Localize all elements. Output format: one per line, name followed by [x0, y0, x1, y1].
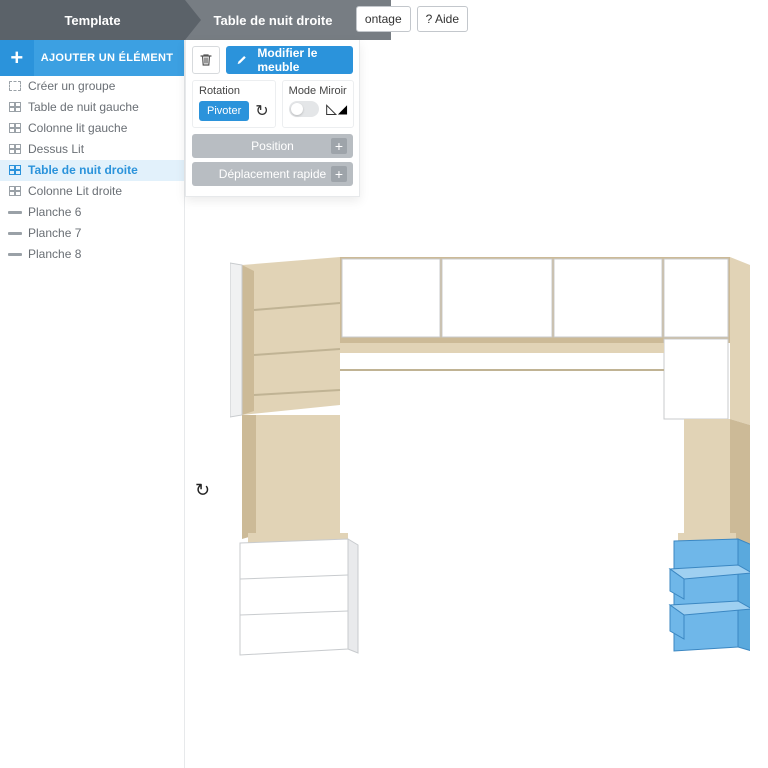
tree-item-label: Table de nuit gauche: [28, 100, 139, 114]
pencil-icon: [236, 53, 247, 67]
fast-move-collapse[interactable]: Déplacement rapide +: [192, 162, 353, 186]
ontage-button[interactable]: ontage: [356, 6, 411, 32]
tree-item-label: Dessus Lit: [28, 142, 84, 156]
tree-item-label: Colonne lit gauche: [28, 121, 127, 135]
group-icon: [8, 79, 22, 93]
plank-icon: [8, 205, 22, 219]
add-element-button[interactable]: + AJOUTER UN ÉLÉMENT: [0, 40, 184, 76]
tree-item[interactable]: Table de nuit droite: [0, 160, 184, 181]
tree-item[interactable]: Créer un groupe: [0, 76, 184, 97]
rotate-icon[interactable]: ↻: [255, 101, 268, 121]
mirror-label: Mode Miroir: [289, 85, 347, 97]
tree-item-label: Table de nuit droite: [28, 163, 138, 177]
tree-item-label: Planche 8: [28, 247, 81, 261]
tree-item-label: Colonne Lit droite: [28, 184, 122, 198]
tree-item-label: Créer un groupe: [28, 79, 115, 93]
position-collapse[interactable]: Position +: [192, 134, 353, 158]
tree-item[interactable]: Dessus Lit: [0, 139, 184, 160]
plank-icon: [8, 226, 22, 240]
trash-icon: [199, 53, 213, 67]
tree-item[interactable]: Table de nuit gauche: [0, 97, 184, 118]
furniture-render: [230, 255, 750, 675]
plank-icon: [8, 247, 22, 261]
position-label: Position: [251, 139, 294, 153]
tree-item-label: Planche 6: [28, 205, 81, 219]
module-icon: [8, 100, 22, 114]
module-icon: [8, 142, 22, 156]
expand-icon: +: [331, 166, 347, 182]
tree-item[interactable]: Planche 7: [0, 223, 184, 244]
mirror-icon: ◣◢: [327, 102, 347, 116]
add-element-label: AJOUTER UN ÉLÉMENT: [34, 52, 184, 64]
module-icon: [8, 163, 22, 177]
mirror-section: Mode Miroir ◣◢: [282, 80, 354, 128]
module-icon: [8, 121, 22, 135]
tree-item[interactable]: Planche 8: [0, 244, 184, 265]
delete-button[interactable]: [192, 46, 220, 74]
tree-item[interactable]: Planche 6: [0, 202, 184, 223]
top-right-buttons: ontage ? Aide: [356, 6, 468, 32]
sidebar: + AJOUTER UN ÉLÉMENT Créer un groupe Tabl…: [0, 40, 185, 768]
mirror-toggle[interactable]: [289, 101, 319, 117]
plus-icon: +: [0, 40, 34, 76]
breadcrumb-template[interactable]: Template: [0, 0, 185, 40]
property-panel: Modifier le meuble Rotation Pivoter ↻ Mo…: [185, 40, 360, 197]
modify-label: Modifier le meuble: [257, 46, 343, 74]
help-button[interactable]: ? Aide: [417, 6, 468, 32]
modify-button[interactable]: Modifier le meuble: [226, 46, 353, 74]
fast-move-label: Déplacement rapide: [219, 167, 326, 181]
module-icon: [8, 184, 22, 198]
tree-item[interactable]: Colonne lit gauche: [0, 118, 184, 139]
rotation-label: Rotation: [199, 85, 269, 97]
tree-item-label: Planche 7: [28, 226, 81, 240]
element-tree: Créer un groupe Table de nuit gauche Colon…: [0, 76, 184, 265]
breadcrumb-current[interactable]: Table de nuit droite: [185, 0, 361, 40]
expand-icon: +: [331, 138, 347, 154]
tree-item[interactable]: Colonne Lit droite: [0, 181, 184, 202]
rotation-section: Rotation Pivoter ↻: [192, 80, 276, 128]
orbit-icon[interactable]: ↻: [195, 480, 210, 501]
pivot-button[interactable]: Pivoter: [199, 101, 249, 121]
